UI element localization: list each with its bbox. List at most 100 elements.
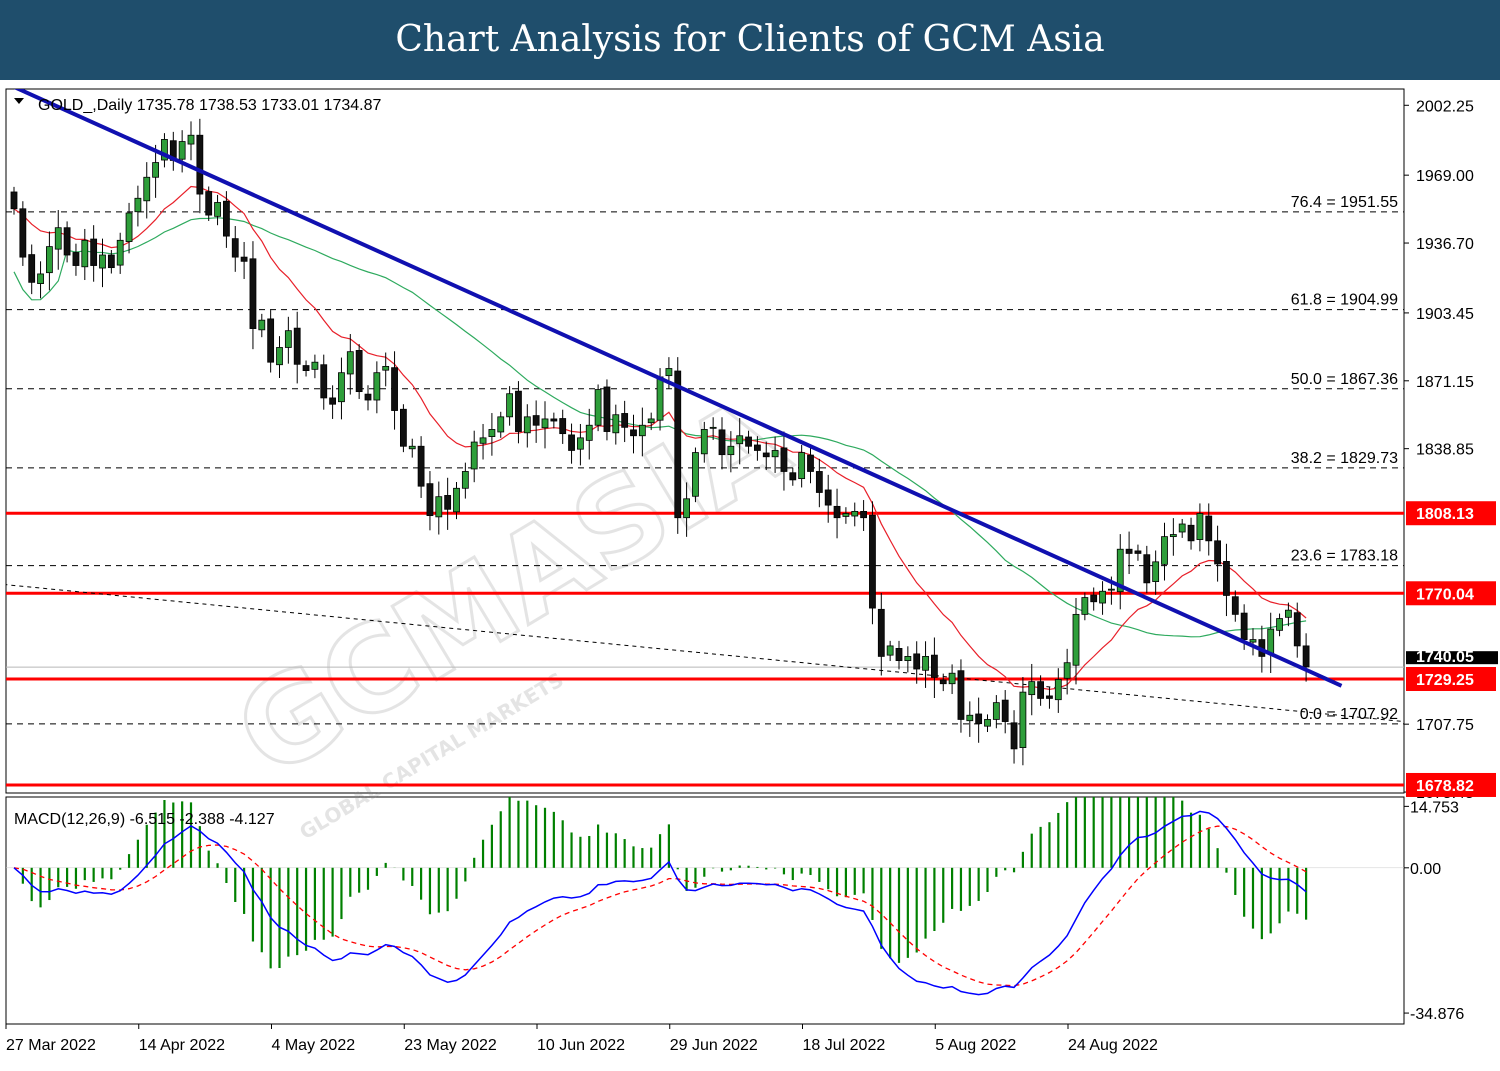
x-tick-label-2: 4 May 2022 bbox=[272, 1037, 356, 1054]
candle-51 bbox=[461, 462, 469, 499]
candle-127 bbox=[1134, 544, 1142, 561]
y-tick-label-0: 2002.25 bbox=[1416, 98, 1474, 115]
candle-14 bbox=[134, 185, 142, 227]
candle-19 bbox=[178, 130, 186, 173]
candle-97 bbox=[869, 501, 876, 625]
candle-5 bbox=[54, 210, 62, 270]
level-tag-1 bbox=[1406, 581, 1496, 606]
candle-1 bbox=[19, 201, 27, 266]
candle-6 bbox=[63, 221, 71, 263]
candle-26 bbox=[240, 241, 248, 279]
candle-138 bbox=[1231, 590, 1239, 622]
candle-140 bbox=[1249, 628, 1257, 656]
candle-99 bbox=[886, 640, 894, 662]
candle-146 bbox=[1302, 633, 1310, 682]
candle-56 bbox=[506, 386, 514, 426]
candle-12 bbox=[116, 232, 124, 274]
candle-91 bbox=[815, 458, 823, 508]
candle-47 bbox=[426, 471, 434, 531]
candle-81 bbox=[727, 431, 735, 473]
x-tick-label-7: 5 Aug 2022 bbox=[935, 1037, 1016, 1054]
candle-111 bbox=[992, 695, 1000, 729]
candle-118 bbox=[1054, 668, 1062, 713]
candle-67 bbox=[603, 379, 611, 441]
candle-128 bbox=[1143, 545, 1151, 594]
level-tag-label-1: 1770.04 bbox=[1416, 586, 1474, 603]
macd-tick-label-2: -34.876 bbox=[1410, 1006, 1464, 1023]
y-tick-label-3: 1903.45 bbox=[1416, 306, 1474, 323]
fib-label-3: 38.2 = 1829.73 bbox=[1291, 450, 1398, 467]
candle-79 bbox=[709, 417, 717, 440]
candle-94 bbox=[842, 507, 850, 524]
candle-15 bbox=[143, 162, 151, 219]
candle-36 bbox=[329, 385, 337, 419]
candle-53 bbox=[479, 423, 487, 460]
candle-77 bbox=[692, 447, 699, 503]
current-price-tag-label: 1740.05 bbox=[1416, 649, 1474, 666]
macd-panel bbox=[5, 796, 1405, 1025]
candle-24 bbox=[222, 191, 230, 248]
candle-80 bbox=[718, 417, 726, 470]
candle-90 bbox=[807, 444, 814, 484]
candle-22 bbox=[205, 186, 213, 221]
candle-92 bbox=[824, 474, 832, 523]
candle-40 bbox=[364, 385, 372, 411]
candle-125 bbox=[1116, 534, 1124, 610]
candle-102 bbox=[913, 641, 921, 684]
current-price-tag bbox=[1406, 651, 1498, 665]
candle-30 bbox=[276, 336, 283, 378]
level-tag-label-2: 1729.25 bbox=[1416, 672, 1474, 689]
candle-63 bbox=[568, 423, 575, 464]
fib-label-1: 61.8 = 1904.99 bbox=[1291, 292, 1398, 309]
candle-8 bbox=[81, 228, 89, 281]
dropdown-triangle-icon[interactable] bbox=[14, 98, 24, 104]
candle-70 bbox=[630, 414, 637, 454]
candle-68 bbox=[612, 404, 620, 445]
candle-86 bbox=[771, 436, 779, 473]
candle-32 bbox=[293, 311, 301, 384]
candle-95 bbox=[851, 502, 859, 527]
candle-52 bbox=[470, 430, 478, 483]
candle-34 bbox=[311, 354, 319, 379]
candle-108 bbox=[966, 701, 974, 737]
candle-109 bbox=[975, 697, 983, 743]
candle-120 bbox=[1072, 597, 1080, 685]
candle-126 bbox=[1125, 531, 1133, 575]
candle-85 bbox=[762, 441, 770, 471]
candle-39 bbox=[355, 344, 363, 399]
candle-114 bbox=[1019, 676, 1027, 766]
x-tick-label-6: 18 Jul 2022 bbox=[803, 1037, 886, 1054]
candle-78 bbox=[700, 421, 708, 463]
y-tick-label-1: 1969.00 bbox=[1416, 168, 1474, 185]
price-chart: GCMASIA GLOBAL CAPITAL MARKETS 76.4 = 19… bbox=[0, 80, 1500, 1071]
candle-84 bbox=[754, 436, 761, 461]
candle-31 bbox=[284, 316, 292, 364]
candle-112 bbox=[1001, 690, 1009, 734]
candle-27 bbox=[249, 241, 257, 350]
x-tick-label-8: 24 Aug 2022 bbox=[1068, 1037, 1158, 1054]
candle-107 bbox=[957, 659, 965, 733]
dotted-trendline bbox=[6, 584, 1404, 723]
level-tag-0 bbox=[1406, 501, 1496, 526]
candle-110 bbox=[984, 714, 991, 733]
blue-trendline bbox=[13, 89, 1343, 688]
candle-135 bbox=[1205, 503, 1213, 556]
candle-45 bbox=[408, 438, 416, 458]
candle-105 bbox=[939, 673, 947, 692]
candle-123 bbox=[1099, 581, 1106, 615]
candle-25 bbox=[231, 226, 239, 272]
candle-98 bbox=[877, 592, 885, 676]
candle-60 bbox=[541, 401, 549, 449]
candle-55 bbox=[497, 411, 505, 438]
candle-101 bbox=[904, 646, 912, 673]
candle-10 bbox=[99, 238, 106, 288]
candle-66 bbox=[594, 384, 602, 432]
candle-131 bbox=[1169, 518, 1177, 556]
candle-106 bbox=[948, 664, 956, 695]
x-tick-label-3: 23 May 2022 bbox=[404, 1037, 497, 1054]
candle-88 bbox=[789, 467, 797, 486]
candle-132 bbox=[1178, 518, 1186, 538]
candle-117 bbox=[1046, 687, 1053, 709]
macd-tick-label-1: 0.00 bbox=[1410, 861, 1441, 878]
y-tick-label-2: 1936.70 bbox=[1416, 236, 1474, 253]
